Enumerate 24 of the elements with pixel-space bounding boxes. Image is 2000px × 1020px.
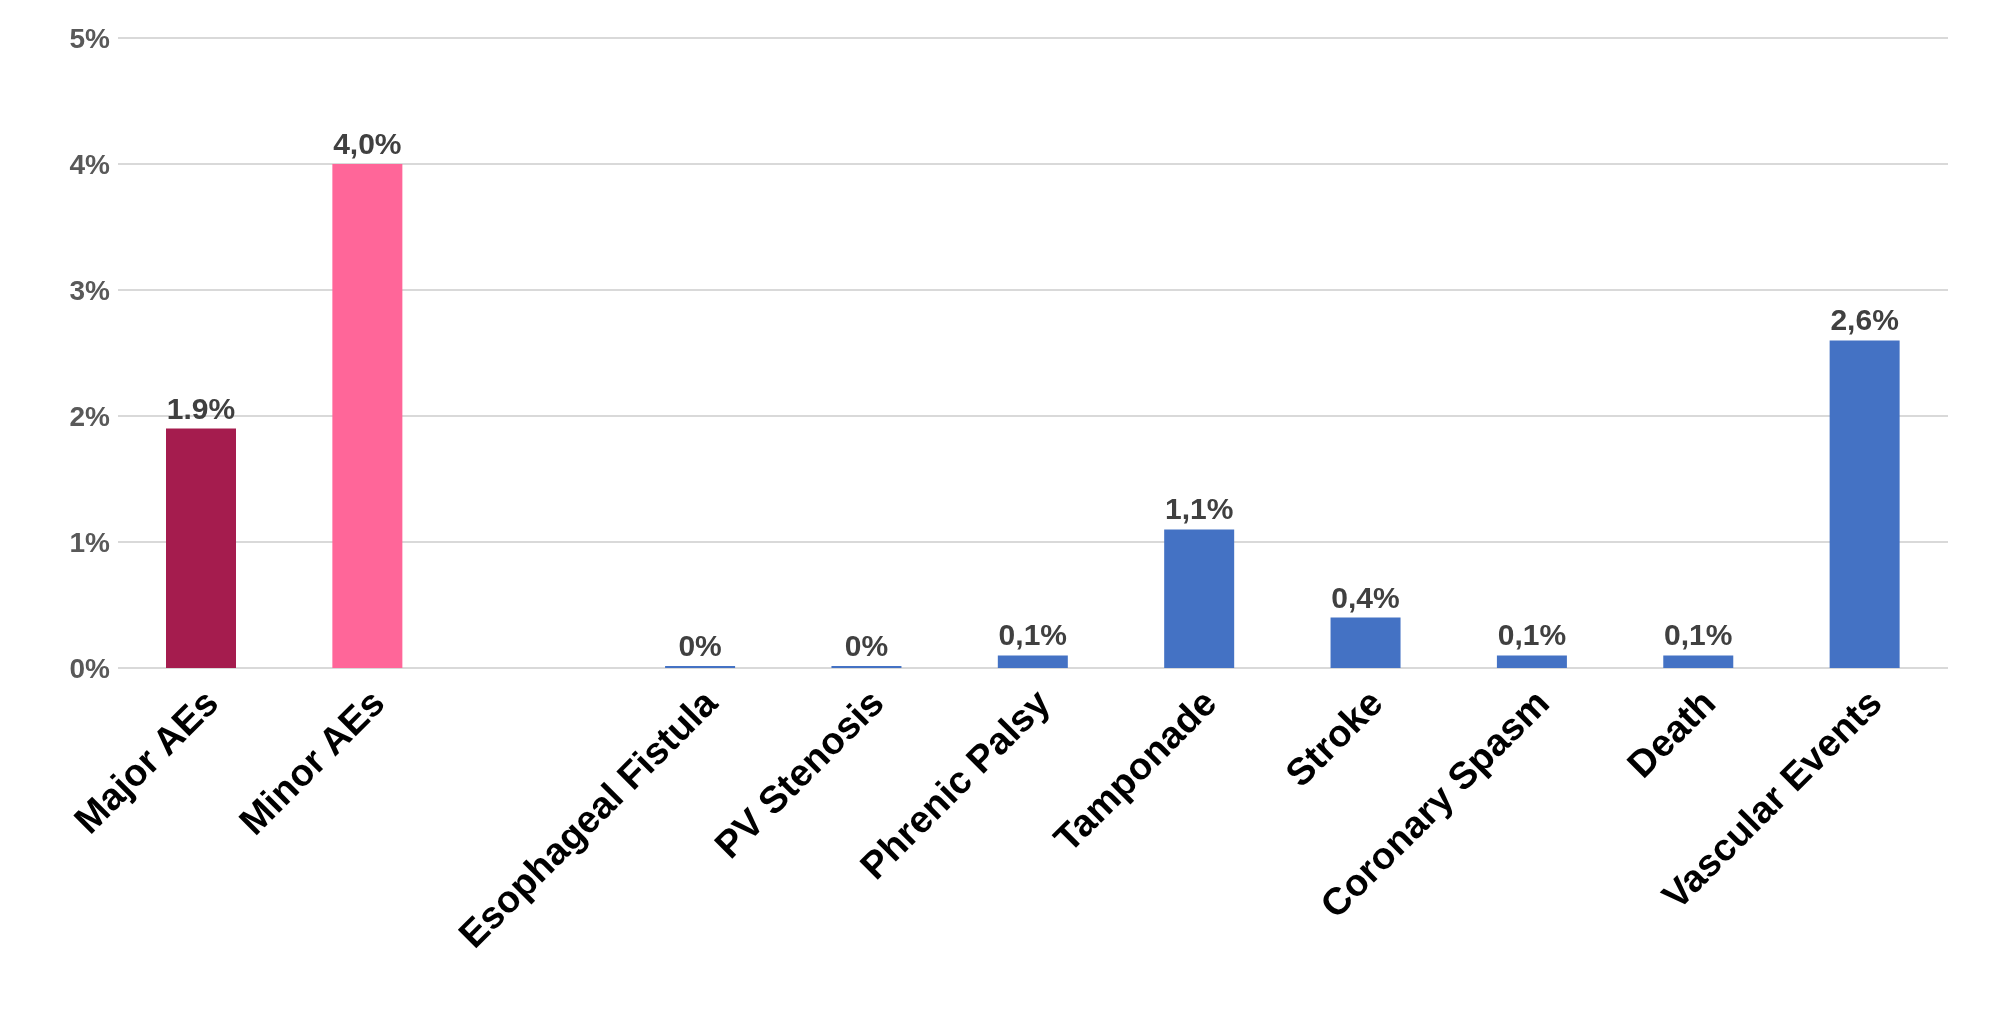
y-tick-label: 0% [69,652,111,684]
bar [1829,340,1900,668]
data-label: 4,0% [333,127,402,160]
y-tick-label: 3% [69,274,111,306]
bar [332,164,403,668]
bar [1663,655,1734,668]
y-tick-label: 5% [69,22,111,54]
bar [997,655,1068,668]
data-label: 0,4% [1331,580,1400,614]
bar [1330,617,1401,668]
y-tick-label: 1% [69,526,111,558]
bar [166,428,236,668]
data-label: 1.9% [166,391,236,425]
data-label: 2,6% [1830,303,1899,337]
data-label: 0,1% [998,618,1068,652]
data-label: 0% [678,629,722,662]
data-label: 0% [844,629,889,662]
bar [1496,655,1567,668]
bar [1164,529,1235,668]
data-label: 0,1% [1497,618,1567,652]
data-label: 1,1% [1164,492,1234,526]
y-tick-label: 4% [69,148,111,180]
data-label: 0,1% [1664,618,1733,652]
y-tick-label: 2% [69,400,111,432]
